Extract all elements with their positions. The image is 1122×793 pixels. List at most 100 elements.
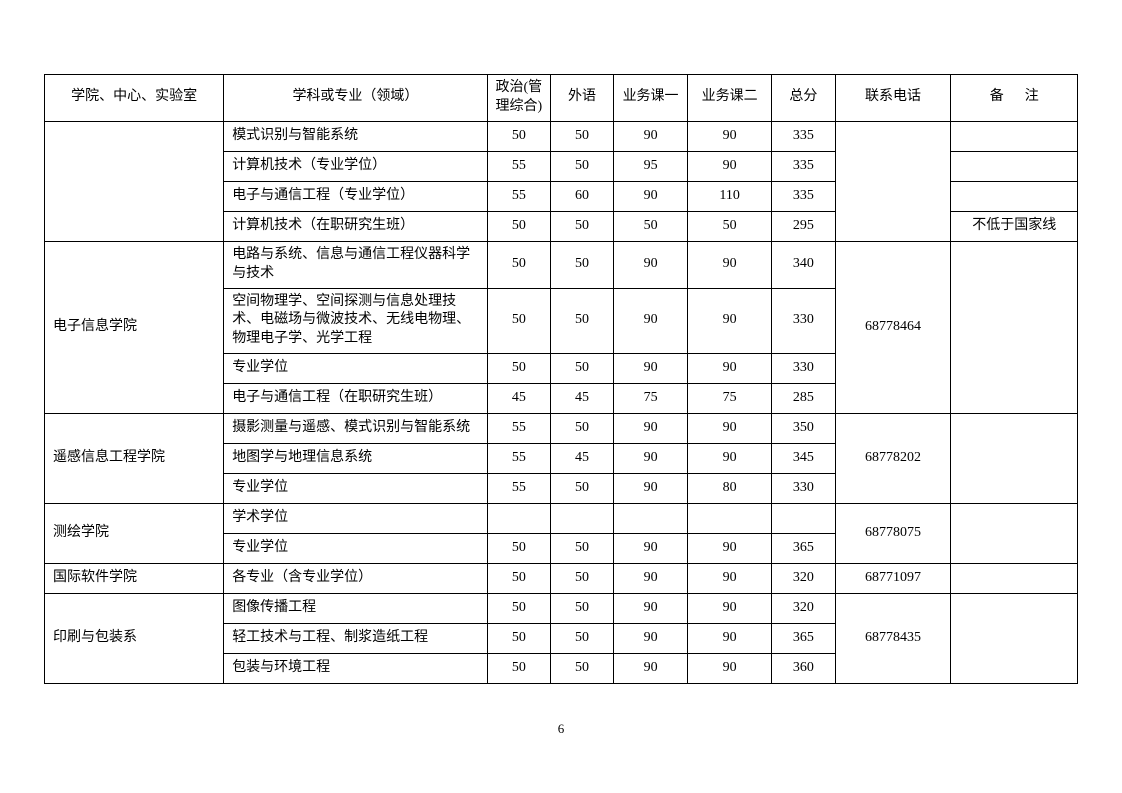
cell-t bbox=[772, 504, 835, 534]
cell-c1: 90 bbox=[614, 444, 688, 474]
table-row: 模式识别与智能系统50509090335 bbox=[45, 121, 1078, 151]
cell-tel bbox=[835, 121, 951, 241]
cell-f: 50 bbox=[550, 241, 613, 288]
cell-c2: 90 bbox=[687, 654, 771, 684]
cell-note bbox=[951, 504, 1078, 564]
cell-c1: 75 bbox=[614, 384, 688, 414]
table-header-row: 学院、中心、实验室 学科或专业（领域） 政治(管理综合) 外语 业务课一 业务课… bbox=[45, 75, 1078, 122]
cell-f: 50 bbox=[550, 414, 613, 444]
cell-school: 电子信息学院 bbox=[45, 241, 224, 413]
cell-p: 50 bbox=[487, 594, 550, 624]
cell-t: 345 bbox=[772, 444, 835, 474]
cell-c1: 50 bbox=[614, 211, 688, 241]
cell-c1: 90 bbox=[614, 624, 688, 654]
cell-t: 335 bbox=[772, 121, 835, 151]
cell-p: 50 bbox=[487, 534, 550, 564]
page-number: 6 bbox=[0, 721, 1122, 737]
cell-p: 50 bbox=[487, 564, 550, 594]
cell-t: 320 bbox=[772, 594, 835, 624]
cell-c2: 90 bbox=[687, 564, 771, 594]
cell-c2: 90 bbox=[687, 151, 771, 181]
cell-major: 模式识别与智能系统 bbox=[224, 121, 488, 151]
cell-c2: 90 bbox=[687, 444, 771, 474]
cell-p: 55 bbox=[487, 181, 550, 211]
cell-c1: 90 bbox=[614, 414, 688, 444]
cell-school: 测绘学院 bbox=[45, 504, 224, 564]
cell-school: 国际软件学院 bbox=[45, 564, 224, 594]
cell-f: 50 bbox=[550, 654, 613, 684]
score-table: 学院、中心、实验室 学科或专业（领域） 政治(管理综合) 外语 业务课一 业务课… bbox=[44, 74, 1078, 684]
cell-major: 计算机技术（在职研究生班） bbox=[224, 211, 488, 241]
cell-t: 360 bbox=[772, 654, 835, 684]
cell-p: 50 bbox=[487, 121, 550, 151]
cell-t: 320 bbox=[772, 564, 835, 594]
cell-f: 50 bbox=[550, 121, 613, 151]
cell-t: 330 bbox=[772, 288, 835, 354]
cell-note bbox=[951, 414, 1078, 504]
table-row: 电子信息学院电路与系统、信息与通信工程仪器科学与技术50509090340687… bbox=[45, 241, 1078, 288]
cell-p bbox=[487, 504, 550, 534]
cell-major: 专业学位 bbox=[224, 354, 488, 384]
cell-major: 电路与系统、信息与通信工程仪器科学与技术 bbox=[224, 241, 488, 288]
table-row: 遥感信息工程学院摄影测量与遥感、模式识别与智能系统555090903506877… bbox=[45, 414, 1078, 444]
cell-c1: 90 bbox=[614, 121, 688, 151]
col-header-note: 备注 bbox=[951, 75, 1078, 122]
cell-t: 340 bbox=[772, 241, 835, 288]
col-header-politics: 政治(管理综合) bbox=[487, 75, 550, 122]
cell-t: 335 bbox=[772, 181, 835, 211]
cell-c1: 90 bbox=[614, 594, 688, 624]
cell-note bbox=[951, 594, 1078, 684]
cell-p: 45 bbox=[487, 384, 550, 414]
cell-c2: 90 bbox=[687, 534, 771, 564]
cell-major: 包装与环境工程 bbox=[224, 654, 488, 684]
cell-p: 55 bbox=[487, 414, 550, 444]
cell-f: 50 bbox=[550, 474, 613, 504]
cell-c1 bbox=[614, 504, 688, 534]
cell-f: 50 bbox=[550, 594, 613, 624]
col-header-course1: 业务课一 bbox=[614, 75, 688, 122]
cell-f: 50 bbox=[550, 211, 613, 241]
cell-c1: 90 bbox=[614, 354, 688, 384]
cell-c2: 90 bbox=[687, 241, 771, 288]
cell-tel: 68778202 bbox=[835, 414, 951, 504]
cell-major: 专业学位 bbox=[224, 534, 488, 564]
cell-major: 空间物理学、空间探测与信息处理技术、电磁场与微波技术、无线电物理、物理电子学、光… bbox=[224, 288, 488, 354]
cell-c1: 90 bbox=[614, 241, 688, 288]
cell-f: 60 bbox=[550, 181, 613, 211]
cell-note bbox=[951, 181, 1078, 211]
cell-major: 图像传播工程 bbox=[224, 594, 488, 624]
cell-c1: 90 bbox=[614, 534, 688, 564]
cell-c1: 90 bbox=[614, 288, 688, 354]
cell-c2 bbox=[687, 504, 771, 534]
col-header-lang: 外语 bbox=[550, 75, 613, 122]
cell-c2: 75 bbox=[687, 384, 771, 414]
cell-school bbox=[45, 121, 224, 241]
cell-c1: 95 bbox=[614, 151, 688, 181]
cell-major: 地图学与地理信息系统 bbox=[224, 444, 488, 474]
cell-f: 45 bbox=[550, 444, 613, 474]
cell-major: 电子与通信工程（在职研究生班） bbox=[224, 384, 488, 414]
cell-f: 50 bbox=[550, 564, 613, 594]
cell-c2: 90 bbox=[687, 414, 771, 444]
cell-tel: 68778464 bbox=[835, 241, 951, 413]
cell-f: 50 bbox=[550, 354, 613, 384]
cell-p: 55 bbox=[487, 444, 550, 474]
cell-c1: 90 bbox=[614, 181, 688, 211]
cell-note bbox=[951, 121, 1078, 151]
cell-f: 50 bbox=[550, 151, 613, 181]
cell-c2: 50 bbox=[687, 211, 771, 241]
table-row: 国际软件学院各专业（含专业学位）5050909032068771097 bbox=[45, 564, 1078, 594]
cell-f: 50 bbox=[550, 288, 613, 354]
cell-t: 350 bbox=[772, 414, 835, 444]
cell-major: 摄影测量与遥感、模式识别与智能系统 bbox=[224, 414, 488, 444]
cell-c1: 90 bbox=[614, 564, 688, 594]
cell-t: 285 bbox=[772, 384, 835, 414]
cell-p: 50 bbox=[487, 624, 550, 654]
cell-t: 330 bbox=[772, 474, 835, 504]
cell-note bbox=[951, 151, 1078, 181]
col-header-major: 学科或专业（领域） bbox=[224, 75, 488, 122]
cell-major: 电子与通信工程（专业学位） bbox=[224, 181, 488, 211]
cell-tel: 68778435 bbox=[835, 594, 951, 684]
cell-p: 50 bbox=[487, 654, 550, 684]
cell-f: 50 bbox=[550, 624, 613, 654]
